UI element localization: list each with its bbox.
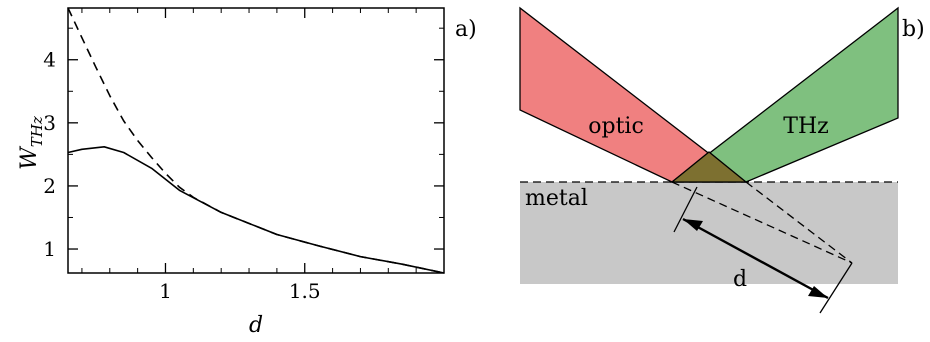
y-axis-label: WTHz xyxy=(17,116,46,170)
diagram-panel-b: optic THz metal d b) xyxy=(519,6,925,314)
y-tick-label: 1 xyxy=(43,237,56,261)
x-axis-label: d xyxy=(249,313,263,338)
thz-extension-dashed xyxy=(745,181,853,264)
y-tick-label: 2 xyxy=(43,174,56,198)
distance-label: d xyxy=(733,267,747,292)
distance-arrowhead-right xyxy=(808,286,828,298)
metal-label: metal xyxy=(525,186,588,211)
x-tick-label: 1.5 xyxy=(289,279,321,303)
y-tick-label: 4 xyxy=(43,48,56,72)
y-axis-label-subscript: THz xyxy=(28,116,46,147)
distance-arrow xyxy=(682,217,829,300)
tick-labels: 1 1.5 1 2 3 4 xyxy=(43,48,320,303)
y-axis-label-main: W xyxy=(17,145,42,170)
beam-overlap-region xyxy=(670,151,748,183)
series-line-solid xyxy=(67,146,445,274)
distance-arrowhead-left xyxy=(683,219,703,231)
plot-frame xyxy=(67,7,445,274)
y-tick-label: 3 xyxy=(43,111,56,135)
x-tick-label: 1 xyxy=(159,279,172,303)
panel-label-b: b) xyxy=(902,17,925,42)
tick-marks xyxy=(68,8,444,273)
series-layer xyxy=(67,7,445,274)
series-line-dashed xyxy=(67,7,445,274)
optic-extension-dashed xyxy=(671,181,853,264)
distance-extension-line-right xyxy=(819,262,853,314)
thz-label: THz xyxy=(783,114,828,139)
panel-label-a: a) xyxy=(455,17,477,42)
distance-extension-line-left xyxy=(673,186,698,233)
chart-panel-a: 1 1.5 1 2 3 4 d WTHz a) xyxy=(17,7,477,338)
optic-label: optic xyxy=(588,114,644,139)
